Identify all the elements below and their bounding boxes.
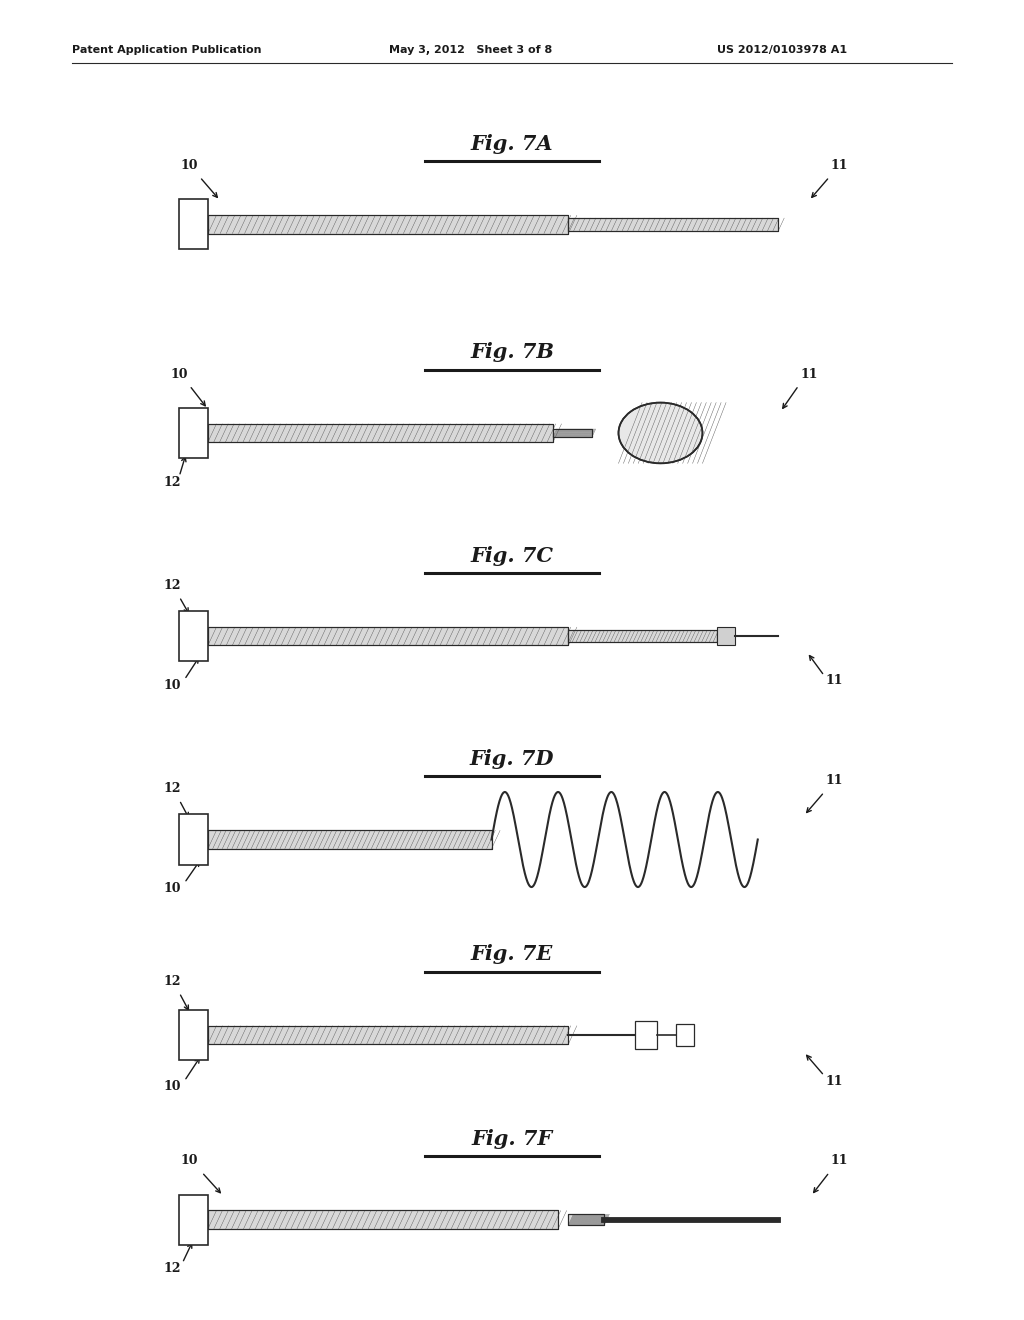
- Bar: [568, 630, 717, 643]
- Bar: [179, 199, 208, 249]
- Bar: [568, 1214, 604, 1225]
- Bar: [208, 215, 568, 234]
- Bar: [208, 1026, 568, 1044]
- Bar: [208, 830, 492, 849]
- Bar: [208, 215, 568, 234]
- Text: Fig. 7F: Fig. 7F: [471, 1129, 553, 1150]
- Bar: [568, 630, 717, 643]
- Text: 11: 11: [830, 1154, 849, 1167]
- Bar: [208, 1210, 558, 1229]
- Bar: [553, 429, 592, 437]
- Text: 10: 10: [163, 1080, 181, 1093]
- Text: Fig. 7E: Fig. 7E: [471, 944, 553, 965]
- Text: 10: 10: [180, 1154, 199, 1167]
- Bar: [676, 1024, 694, 1045]
- Text: 11: 11: [825, 774, 844, 787]
- Text: 12: 12: [163, 781, 181, 795]
- Bar: [208, 424, 553, 442]
- Text: 12: 12: [163, 974, 181, 987]
- Text: 11: 11: [825, 673, 844, 686]
- Bar: [208, 424, 553, 442]
- Bar: [208, 1210, 558, 1229]
- Bar: [179, 1195, 208, 1245]
- Bar: [568, 218, 778, 231]
- Text: 10: 10: [170, 367, 188, 380]
- Bar: [179, 1010, 208, 1060]
- Bar: [208, 627, 568, 645]
- Bar: [179, 814, 208, 865]
- Text: 11: 11: [800, 367, 818, 380]
- Bar: [179, 408, 208, 458]
- Text: 12: 12: [163, 475, 181, 488]
- Text: May 3, 2012   Sheet 3 of 8: May 3, 2012 Sheet 3 of 8: [389, 45, 552, 55]
- Bar: [208, 1026, 568, 1044]
- Text: 11: 11: [825, 1074, 844, 1088]
- Text: US 2012/0103978 A1: US 2012/0103978 A1: [717, 45, 847, 55]
- Text: 12: 12: [163, 578, 181, 591]
- Bar: [208, 830, 492, 849]
- Text: Fig. 7D: Fig. 7D: [470, 748, 554, 770]
- Text: Fig. 7A: Fig. 7A: [471, 133, 553, 154]
- Bar: [208, 627, 568, 645]
- Text: 10: 10: [180, 158, 199, 172]
- Bar: [568, 218, 778, 231]
- Ellipse shape: [618, 403, 702, 463]
- Text: 11: 11: [830, 158, 849, 172]
- Bar: [635, 1022, 657, 1048]
- Bar: [717, 627, 735, 645]
- Text: 10: 10: [163, 882, 181, 895]
- Text: 12: 12: [163, 1262, 181, 1275]
- Bar: [553, 429, 592, 437]
- Text: Fig. 7C: Fig. 7C: [470, 545, 554, 566]
- Bar: [179, 611, 208, 661]
- Text: Fig. 7B: Fig. 7B: [470, 342, 554, 363]
- Text: Patent Application Publication: Patent Application Publication: [72, 45, 261, 55]
- Bar: [568, 1214, 604, 1225]
- Text: 10: 10: [163, 678, 181, 692]
